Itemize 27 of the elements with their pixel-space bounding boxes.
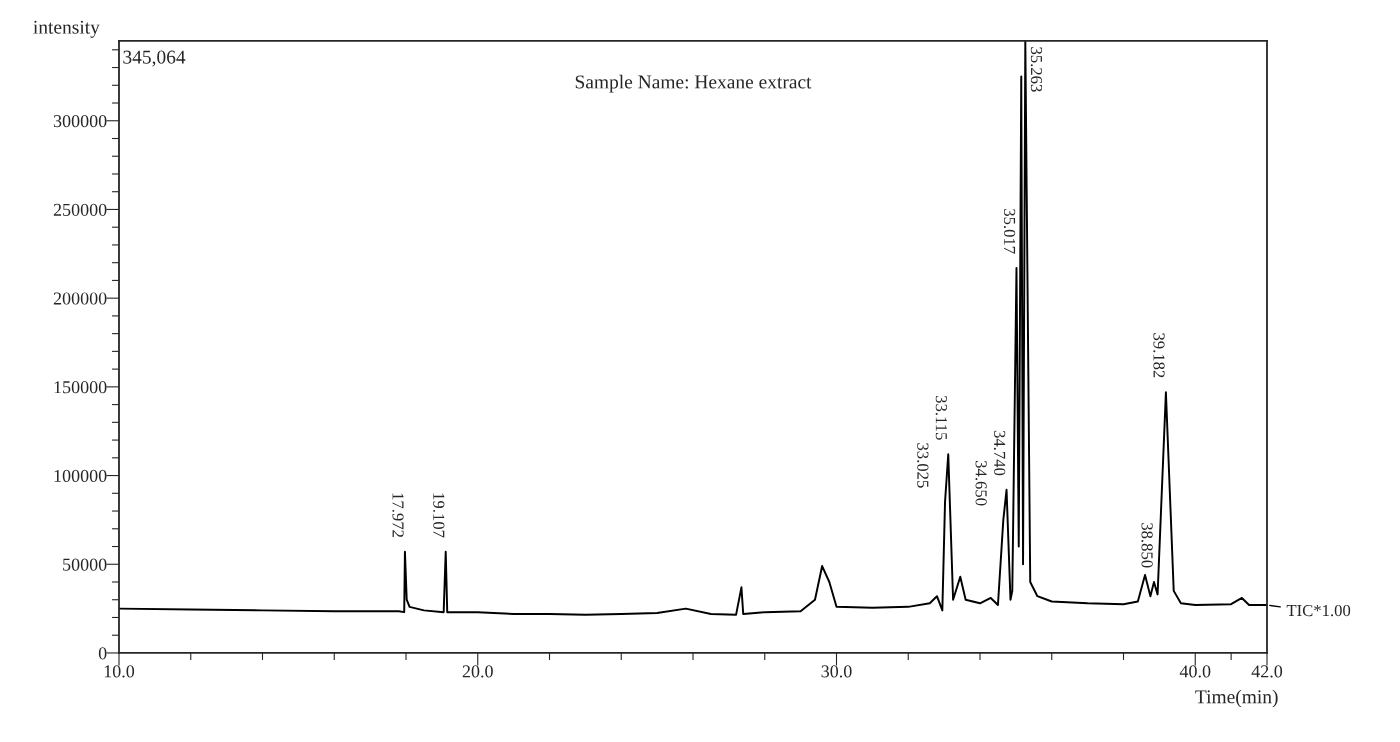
annotation: 34.650 (975, 460, 987, 506)
annotation: 35.263 (1030, 47, 1043, 92)
x-tick-label: 30.0 (821, 665, 852, 678)
x-axis-title: Time(min) (1195, 689, 1278, 708)
annotation: 33.115 (935, 395, 947, 440)
y-tick-label: 100000 (54, 469, 107, 482)
y-tick-label: 50000 (63, 558, 107, 571)
x-tick-label: 20.0 (462, 665, 493, 678)
annotation: 17.972 (392, 493, 404, 538)
y-tick-label: 150000 (54, 381, 107, 394)
x-tick-label: 42.0 (1251, 665, 1283, 678)
annotation: 345,064 (123, 50, 186, 67)
y-tick-label: 300000 (53, 115, 107, 128)
y-tick-label: 250000 (53, 203, 107, 216)
annotation: 35.017 (1003, 209, 1016, 254)
x-tick-label: 40.0 (1179, 665, 1211, 678)
annotation: 38.850 (1141, 523, 1153, 568)
text: Sample Name: Hexane extract (575, 74, 812, 93)
annotation: 39.182 (1153, 333, 1165, 378)
annotation: 34.740 (993, 430, 1006, 476)
annotation: 19.107 (433, 493, 445, 538)
y-tick-label: 200000 (53, 292, 107, 305)
legend-label: TIC*1.00 (1286, 604, 1351, 617)
x-tick-label: 10.0 (104, 665, 135, 678)
y-axis-title: intensity (33, 20, 100, 38)
y-tick-label: 0 (98, 647, 107, 660)
annotation: 33.025 (917, 443, 929, 488)
